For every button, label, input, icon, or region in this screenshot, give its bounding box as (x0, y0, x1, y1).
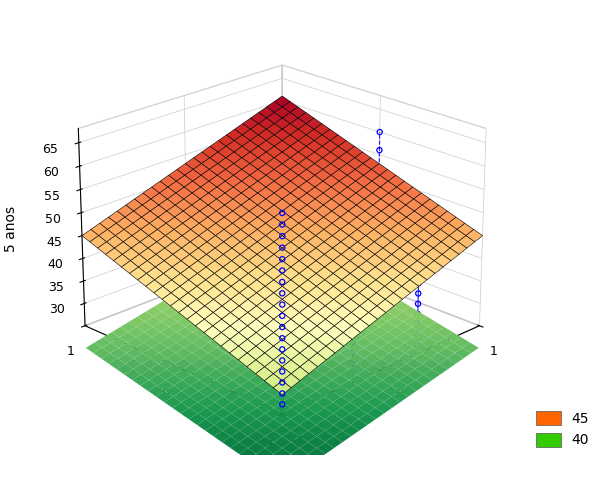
Legend: 45, 40: 45, 40 (530, 405, 595, 453)
